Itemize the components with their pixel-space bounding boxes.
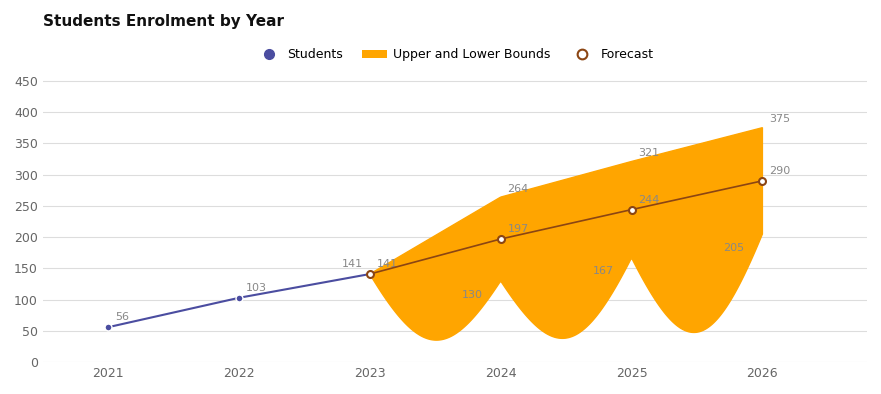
Text: 197: 197	[507, 224, 529, 234]
Text: 130: 130	[462, 290, 483, 299]
Text: 167: 167	[593, 266, 614, 277]
Text: 205: 205	[723, 243, 744, 253]
Text: Students Enrolment by Year: Students Enrolment by Year	[42, 14, 284, 29]
Polygon shape	[370, 128, 762, 340]
Text: 103: 103	[246, 283, 267, 293]
Text: 290: 290	[769, 166, 790, 176]
Text: 375: 375	[769, 114, 790, 124]
Text: 141: 141	[342, 259, 363, 269]
Text: 264: 264	[507, 184, 529, 193]
Text: 141: 141	[377, 259, 398, 269]
Text: 56: 56	[115, 312, 129, 322]
Legend: Students, Upper and Lower Bounds, Forecast: Students, Upper and Lower Bounds, Foreca…	[251, 43, 659, 66]
Text: 244: 244	[639, 195, 660, 204]
Text: 321: 321	[639, 148, 660, 158]
